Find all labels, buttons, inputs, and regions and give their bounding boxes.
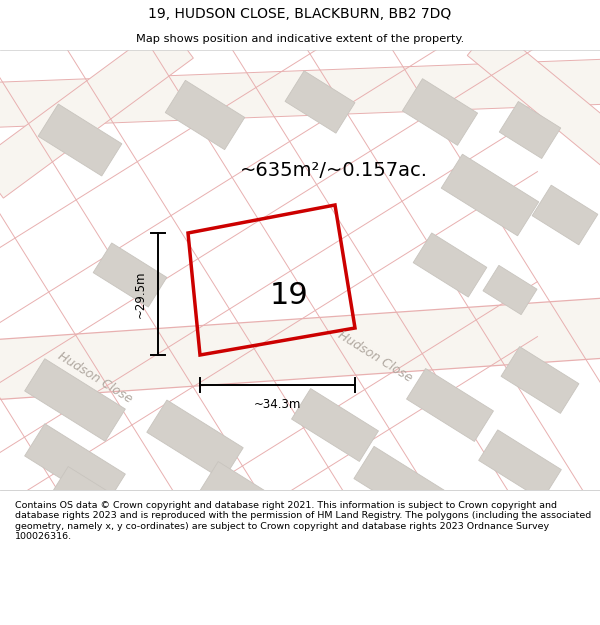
- Text: 19, HUDSON CLOSE, BLACKBURN, BB2 7DQ: 19, HUDSON CLOSE, BLACKBURN, BB2 7DQ: [148, 7, 452, 21]
- Polygon shape: [147, 400, 243, 480]
- Polygon shape: [483, 266, 537, 314]
- Polygon shape: [82, 541, 188, 625]
- Polygon shape: [38, 104, 122, 176]
- Polygon shape: [25, 359, 125, 441]
- Polygon shape: [441, 154, 539, 236]
- Polygon shape: [467, 24, 600, 196]
- Text: ~635m²/~0.157ac.: ~635m²/~0.157ac.: [240, 161, 428, 179]
- Polygon shape: [501, 347, 579, 413]
- Polygon shape: [403, 79, 478, 146]
- Polygon shape: [197, 461, 303, 549]
- Polygon shape: [532, 185, 598, 245]
- Polygon shape: [292, 389, 379, 461]
- Polygon shape: [0, 22, 193, 198]
- Polygon shape: [499, 101, 561, 159]
- Polygon shape: [0, 58, 600, 127]
- Text: ~29.5m: ~29.5m: [133, 270, 146, 318]
- Polygon shape: [354, 446, 446, 524]
- Polygon shape: [407, 369, 493, 441]
- Text: Contains OS data © Crown copyright and database right 2021. This information is : Contains OS data © Crown copyright and d…: [15, 501, 591, 541]
- Polygon shape: [285, 71, 355, 133]
- Polygon shape: [479, 430, 562, 500]
- Polygon shape: [238, 529, 352, 621]
- Polygon shape: [0, 295, 600, 400]
- Polygon shape: [402, 515, 498, 595]
- Polygon shape: [413, 233, 487, 297]
- Text: Hudson Close: Hudson Close: [55, 350, 134, 406]
- Polygon shape: [508, 508, 582, 572]
- Text: Hudson Close: Hudson Close: [335, 329, 415, 385]
- Text: Map shows position and indicative extent of the property.: Map shows position and indicative extent…: [136, 34, 464, 44]
- Polygon shape: [93, 243, 167, 307]
- Polygon shape: [47, 466, 153, 554]
- Polygon shape: [25, 424, 125, 506]
- Text: 19: 19: [270, 281, 309, 310]
- Polygon shape: [165, 81, 245, 149]
- Text: ~34.3m: ~34.3m: [254, 399, 301, 411]
